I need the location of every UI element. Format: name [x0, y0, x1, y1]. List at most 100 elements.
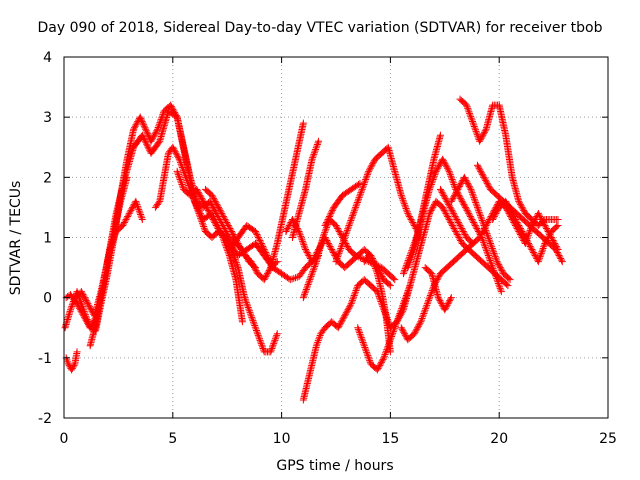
data-point-marker	[477, 213, 485, 221]
axis-ticks: 0 5 10 15 20 25 -2 -1 0 1 2 3 4	[38, 50, 617, 447]
data-point-marker	[449, 194, 457, 202]
data-point-marker	[336, 246, 344, 254]
chart-title: Day 090 of 2018, Sidereal Day-to-day VTE…	[37, 20, 602, 36]
data-point-marker	[150, 131, 158, 139]
data-point-marker	[349, 210, 357, 218]
data-point-marker	[231, 255, 239, 263]
data-point-marker	[223, 220, 231, 228]
data-point-marker	[232, 257, 240, 265]
data-point-marker	[522, 235, 530, 243]
data-point-marker	[129, 203, 137, 211]
data-point-marker	[491, 271, 499, 279]
data-point-marker	[466, 184, 474, 192]
data-point-marker	[404, 287, 412, 295]
data-point-marker	[388, 331, 396, 339]
data-point-marker	[351, 205, 359, 213]
data-point-marker	[67, 304, 75, 312]
data-point-marker	[143, 140, 151, 148]
data-point-marker	[434, 164, 442, 172]
data-point-marker	[483, 179, 491, 187]
data-point-marker	[481, 243, 489, 251]
data-point-marker	[68, 366, 76, 374]
data-point-marker	[401, 331, 409, 339]
data-point-marker	[149, 134, 157, 142]
data-point-marker	[303, 284, 311, 292]
data-point-marker	[478, 133, 486, 141]
data-point-marker	[76, 296, 84, 304]
data-point-marker	[148, 136, 156, 144]
data-point-marker	[482, 245, 490, 253]
data-point-marker	[451, 212, 459, 220]
data-point-marker	[247, 310, 255, 318]
data-point-marker	[492, 273, 500, 281]
data-point-marker	[198, 194, 206, 202]
data-point-marker	[459, 199, 467, 207]
data-point-marker	[77, 297, 85, 305]
series-arc-1	[62, 348, 81, 374]
data-point-marker	[468, 116, 476, 124]
data-point-marker	[488, 263, 496, 271]
data-point-marker	[418, 314, 426, 322]
data-point-marker	[235, 241, 243, 249]
data-point-marker	[490, 266, 498, 274]
data-point-marker	[470, 218, 478, 226]
data-point-marker	[108, 239, 116, 247]
data-point-marker	[422, 303, 430, 311]
data-point-marker	[417, 318, 425, 326]
data-point-marker	[222, 217, 230, 225]
data-point-marker	[488, 244, 496, 252]
data-point-marker	[176, 176, 184, 184]
data-point-marker	[322, 220, 330, 228]
data-point-marker	[352, 203, 360, 211]
data-point-marker	[86, 304, 94, 312]
data-point-marker	[262, 273, 270, 281]
series-arc-12	[288, 137, 323, 241]
data-point-marker	[397, 306, 405, 314]
data-point-marker	[361, 177, 369, 185]
data-point-marker	[456, 235, 464, 243]
data-point-marker	[529, 249, 537, 257]
data-point-marker	[476, 137, 484, 145]
data-point-marker	[334, 226, 342, 234]
data-point-marker	[424, 298, 432, 306]
data-point-marker	[107, 242, 115, 250]
data-point-marker	[304, 250, 312, 258]
data-point-marker	[270, 340, 278, 348]
data-point-marker	[478, 217, 486, 225]
data-point-marker	[352, 287, 360, 295]
data-point-marker	[525, 241, 533, 249]
data-point-marker	[557, 256, 565, 264]
data-point-marker	[454, 185, 462, 193]
data-point-marker	[310, 264, 318, 272]
data-point-marker	[469, 192, 477, 200]
data-point-marker	[477, 134, 485, 142]
data-point-marker	[493, 258, 501, 266]
data-point-marker	[445, 215, 453, 223]
data-point-marker	[473, 202, 481, 210]
data-point-marker	[446, 203, 454, 211]
data-point-marker	[412, 327, 420, 335]
data-point-marker	[442, 304, 450, 312]
data-point-marker	[544, 234, 552, 241]
data-point-marker	[381, 351, 389, 359]
data-point-marker	[395, 311, 403, 319]
data-point-marker	[404, 209, 412, 217]
data-point-marker	[144, 130, 152, 138]
data-point-marker	[363, 348, 371, 356]
data-point-marker	[489, 265, 497, 273]
data-point-marker	[310, 149, 318, 157]
data-point-marker	[432, 169, 440, 177]
data-point-marker	[212, 199, 220, 207]
data-point-marker	[378, 357, 386, 365]
data-point-marker	[468, 215, 476, 223]
data-point-marker	[309, 267, 317, 275]
data-point-marker	[302, 287, 310, 295]
data-point-marker	[312, 259, 320, 267]
data-point-marker	[343, 243, 351, 251]
data-point-marker	[217, 208, 225, 216]
data-point-marker	[198, 196, 206, 204]
data-point-marker	[341, 312, 349, 320]
data-point-marker	[220, 214, 228, 222]
data-point-marker	[241, 294, 249, 302]
data-point-marker	[486, 240, 494, 248]
